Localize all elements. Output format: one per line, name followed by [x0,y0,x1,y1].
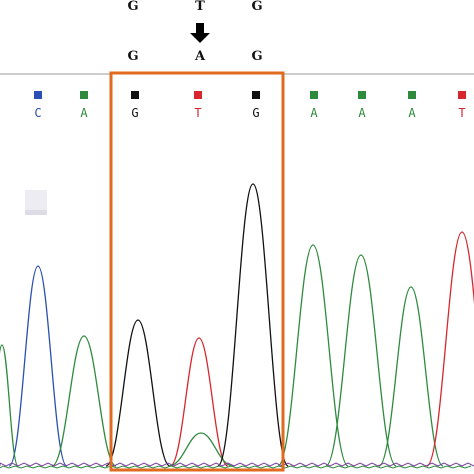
base-call-marker [194,91,202,99]
base-call-marker [34,91,42,99]
quality-bar [25,210,47,215]
base-call-marker [310,91,318,99]
trace-peak [105,319,171,467]
mutant-sequence-row: G A G [127,49,262,64]
base-call-label: G [252,106,259,120]
trace-peak [217,183,289,467]
base-call-marker [80,91,88,99]
reference-base: T [195,0,205,14]
trace-baseline [0,462,474,467]
mutation-highlight-box [109,71,285,472]
base-call-label: A [408,106,416,120]
base-call-marker [358,91,366,99]
base-call-label: G [131,106,138,120]
reference-base: G [127,0,138,14]
mutant-base: A [194,49,206,64]
trace-peak [51,335,117,467]
base-call-marker [252,91,260,99]
trace-peak [378,286,444,467]
base-call-label: T [458,106,465,120]
base-call-label: A [80,106,88,120]
trace-peak [277,244,349,467]
trace-peak [8,265,68,467]
base-call-label: C [34,106,41,120]
base-call-marker [131,91,139,99]
trace-peak [426,231,474,467]
base-call-label: A [358,106,366,120]
mutant-base: G [251,49,262,64]
reference-base: G [251,0,262,14]
base-call-label: A [310,106,318,120]
base-call-marker [408,91,416,99]
arrow-down-icon [190,23,210,43]
chromatogram-traces [0,183,474,469]
trace-peak [0,344,19,467]
trace-baseline [0,465,472,469]
trace-peak [325,254,397,467]
base-call-marker [458,91,466,99]
mutant-base: G [127,49,138,64]
trace-peak [169,337,229,467]
quality-bar [25,190,47,210]
reference-sequence-row: G T G [127,0,262,14]
trace-peak [168,432,234,467]
base-call-label: T [194,106,201,120]
